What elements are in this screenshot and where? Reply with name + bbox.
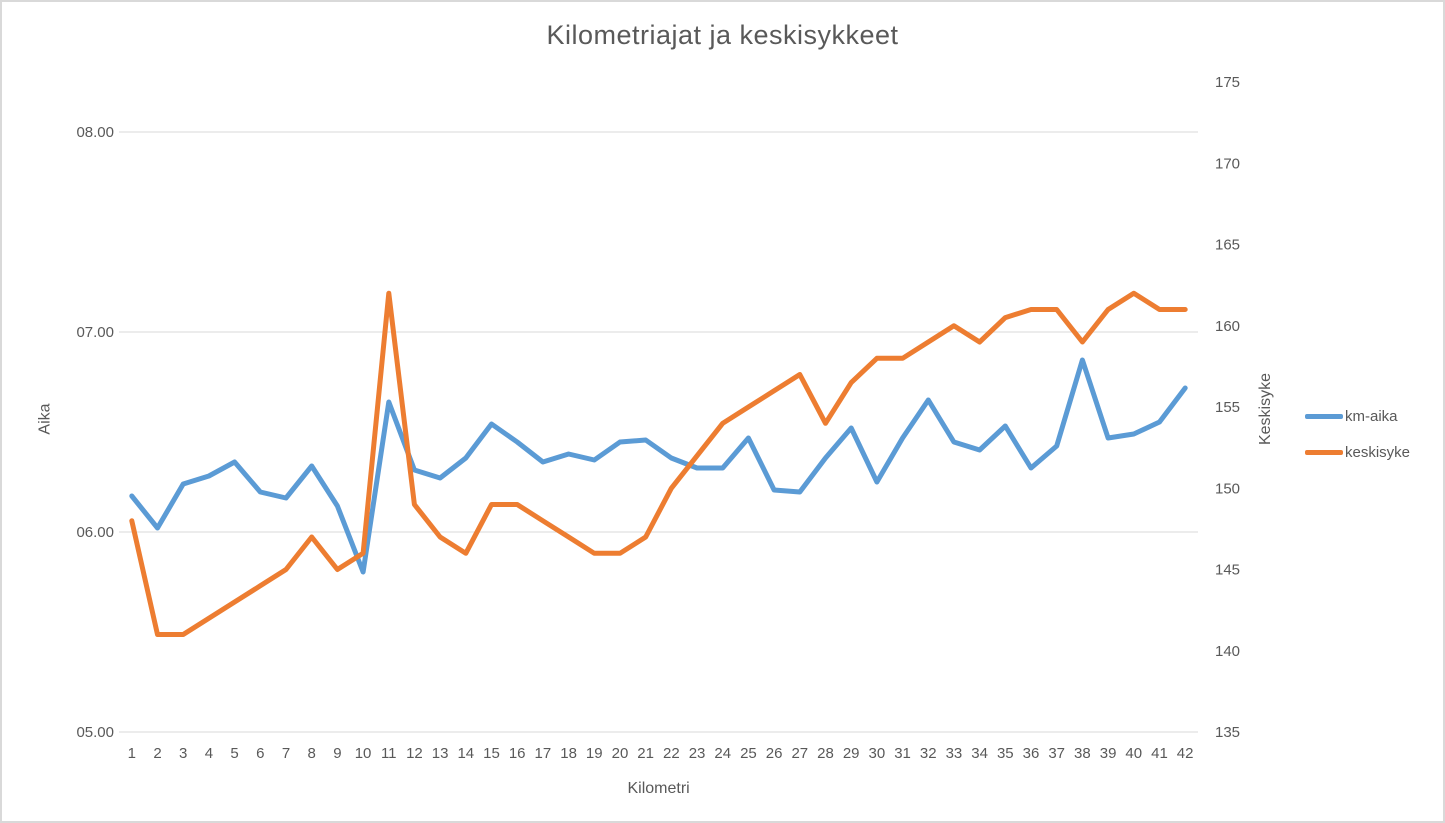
x-axis-tick: 7 bbox=[282, 745, 290, 762]
x-axis-tick: 1 bbox=[128, 745, 136, 762]
x-axis-tick: 12 bbox=[406, 745, 423, 762]
right-axis-tick: 160 bbox=[1215, 318, 1240, 335]
x-axis-tick: 29 bbox=[843, 745, 860, 762]
x-axis-tick: 13 bbox=[432, 745, 449, 762]
x-axis-tick: 18 bbox=[560, 745, 577, 762]
x-axis-tick: 32 bbox=[920, 745, 937, 762]
x-axis-tick: 25 bbox=[740, 745, 757, 762]
right-axis-title: Keskisyke bbox=[1257, 372, 1275, 446]
x-axis-tick: 15 bbox=[483, 745, 500, 762]
x-axis-tick: 23 bbox=[689, 745, 706, 762]
legend-item-keskisyke: keskisyke bbox=[1305, 441, 1410, 463]
x-axis-tick: 6 bbox=[256, 745, 264, 762]
x-axis-tick: 21 bbox=[637, 745, 654, 762]
x-axis-tick: 2 bbox=[153, 745, 161, 762]
x-axis-tick: 37 bbox=[1048, 745, 1065, 762]
x-axis-tick: 19 bbox=[586, 745, 603, 762]
x-axis-tick: 26 bbox=[766, 745, 783, 762]
x-axis-tick: 16 bbox=[509, 745, 526, 762]
km-aika-line bbox=[129, 357, 1188, 575]
left-axis-tick: 06.00 bbox=[76, 524, 114, 541]
right-axis-tick: 175 bbox=[1215, 74, 1240, 91]
km-aika-line-swatch bbox=[1305, 413, 1343, 419]
legend-item-km-aika: km-aika bbox=[1305, 405, 1410, 427]
x-axis-tick: 9 bbox=[333, 745, 341, 762]
right-axis-tick: 140 bbox=[1215, 643, 1240, 660]
x-axis-tick: 14 bbox=[457, 745, 474, 762]
left-axis-tick: 07.00 bbox=[76, 324, 114, 341]
keskisyke-line bbox=[129, 290, 1188, 637]
right-axis-tick: 150 bbox=[1215, 480, 1240, 497]
keskisyke-line-swatch bbox=[1305, 449, 1343, 455]
x-axis-tick: 4 bbox=[205, 745, 213, 762]
x-axis-tick: 31 bbox=[894, 745, 911, 762]
x-axis-tick: 27 bbox=[791, 745, 808, 762]
x-axis-tick: 38 bbox=[1074, 745, 1091, 762]
right-axis-tick: 155 bbox=[1215, 399, 1240, 416]
x-axis-tick: 11 bbox=[381, 745, 397, 762]
x-axis-tick: 3 bbox=[179, 745, 187, 762]
legend-label-keskisyke: keskisyke bbox=[1345, 443, 1411, 461]
x-axis-tick: 8 bbox=[308, 745, 316, 762]
x-axis-tick: 28 bbox=[817, 745, 834, 762]
x-axis-tick: 34 bbox=[971, 745, 988, 762]
x-axis-tick: 40 bbox=[1125, 745, 1142, 762]
x-axis-tick: 36 bbox=[1023, 745, 1040, 762]
x-axis-tick: 33 bbox=[946, 745, 963, 762]
legend-label-km-aika: km-aika bbox=[1345, 407, 1398, 425]
left-axis-tick: 05.00 bbox=[76, 724, 114, 741]
x-axis-tick: 42 bbox=[1177, 745, 1194, 762]
left-axis-title: Aika bbox=[36, 403, 54, 435]
x-axis-title: Kilometri bbox=[627, 780, 690, 797]
right-axis-tick: 165 bbox=[1215, 237, 1240, 254]
x-axis-tick: 39 bbox=[1100, 745, 1117, 762]
legend: km-aika keskisyke bbox=[1305, 405, 1410, 463]
x-axis-tick: 41 bbox=[1151, 745, 1168, 762]
x-axis-tick: 24 bbox=[714, 745, 731, 762]
x-axis-tick: 20 bbox=[612, 745, 629, 762]
x-axis-tick: 5 bbox=[230, 745, 238, 762]
x-axis-tick: 22 bbox=[663, 745, 680, 762]
x-axis-tick: 17 bbox=[535, 745, 552, 762]
right-axis-tick: 170 bbox=[1215, 155, 1240, 172]
x-axis-tick: 10 bbox=[355, 745, 372, 762]
chart-title: Kilometriajat ja keskisykkeet bbox=[546, 20, 899, 50]
x-axis-tick: 35 bbox=[997, 745, 1014, 762]
right-axis-tick: 145 bbox=[1215, 562, 1240, 579]
x-axis-tick: 30 bbox=[869, 745, 886, 762]
right-axis-tick: 135 bbox=[1215, 724, 1240, 741]
left-axis-tick: 08.00 bbox=[76, 124, 114, 141]
